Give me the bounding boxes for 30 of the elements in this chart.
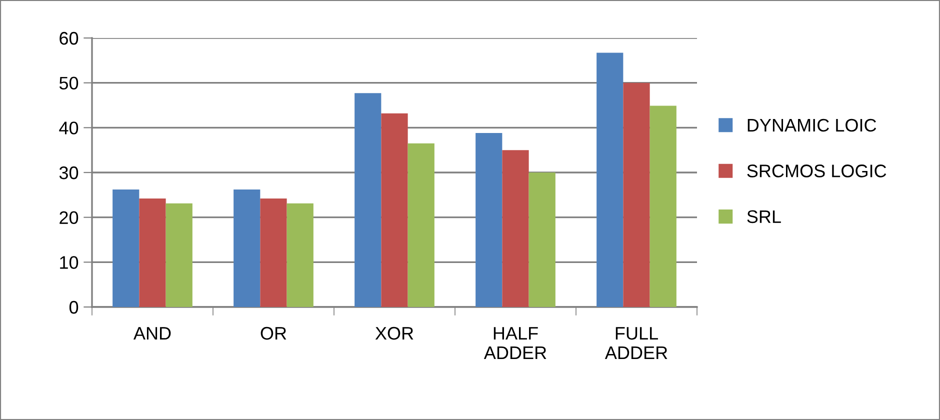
y-tick-label: 0 xyxy=(69,300,78,314)
bar xyxy=(286,203,314,307)
bar xyxy=(596,52,624,307)
bar xyxy=(476,133,502,307)
bar xyxy=(408,143,434,307)
bar xyxy=(112,190,140,307)
legend-label: SRL xyxy=(747,210,781,224)
x-tick-label: HALF ADDER xyxy=(484,327,546,359)
bar xyxy=(354,93,382,307)
y-tick-label: 10 xyxy=(60,256,78,269)
bar xyxy=(381,113,408,307)
y-tick-label: 30 xyxy=(59,166,78,180)
bar xyxy=(528,172,556,307)
y-tick-label: 50 xyxy=(59,76,78,90)
x-tick-label: XOR xyxy=(375,326,414,340)
bar xyxy=(502,150,529,307)
bar xyxy=(623,82,650,307)
x-tick-label: AND xyxy=(133,327,171,340)
x-tick-label: FULL ADDER xyxy=(604,327,668,359)
legend-label: SRCMOS LOGIC xyxy=(747,164,886,178)
legend-label: DYNAMIC LOIC xyxy=(748,118,876,132)
bar xyxy=(234,190,260,307)
y-tick-label: 20 xyxy=(60,211,78,224)
bar xyxy=(166,203,192,307)
x-tick-label: OR xyxy=(260,326,286,340)
bar xyxy=(260,198,287,307)
y-tick-label: 60 xyxy=(60,32,78,45)
y-tick-label: 40 xyxy=(59,122,78,134)
bar xyxy=(650,106,676,307)
bar xyxy=(139,198,166,307)
